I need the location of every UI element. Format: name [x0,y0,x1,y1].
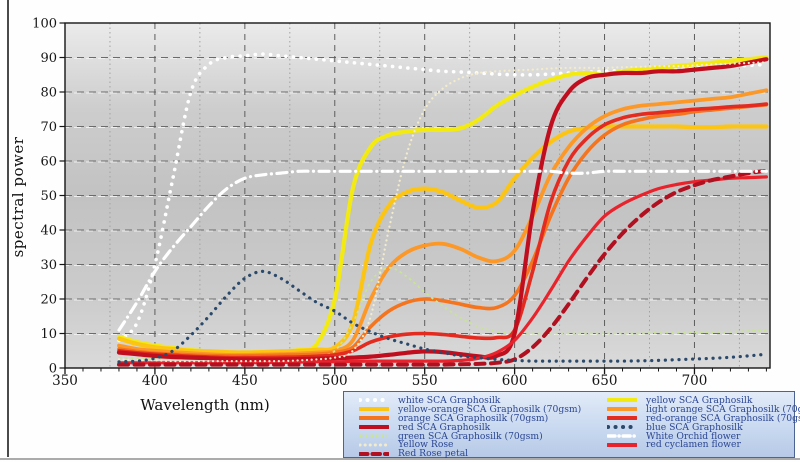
y-tick-label: 10 [40,327,57,342]
y-tick-label: 70 [40,120,57,135]
legend-column-right: yellow SCA Graphosilk light orange SCA Gr… [607,396,800,455]
legend-swatch-yellow_orange [359,407,389,412]
series-yellow_orange [116,124,769,355]
y-tick-label: 50 [40,189,57,204]
chart-legend: white SCA Graphosilk yellow-orange SCA Gr… [343,391,800,458]
legend-label: yellow-orange SCA Graphosilk (70gsm) [398,403,582,415]
legend-swatch-orange [359,416,389,421]
legend-label: Red Rose petal [398,448,469,460]
y-tick-label: 60 [40,155,57,170]
legend-swatch-yellow_rose [359,443,389,447]
y-tick-label: 20 [40,293,57,308]
legend-item-yellow_rose: Yellow Rose [359,439,607,451]
legend-item-white_sca: white SCA Graphosilk [359,396,607,405]
legend-item-red_rose: Red Rose petal [359,449,607,458]
legend-label: red SCA Graphosilk [398,421,491,433]
legend-label: green SCA Graphosilk (70gsm) [398,430,543,442]
chart-canvas: 0 10 20 30 40 50 60 70 80 90 100 350 400 450 500 550 600… [32,17,771,389]
legend-swatch-green_sca [360,434,388,438]
legend-item-yellow_orange: yellow-orange SCA Graphosilk (70gsm) [359,405,607,414]
y-axis-title: spectral power [9,136,27,258]
image-bottom-border [0,458,800,460]
legend-label: red-orange SCA Graphosilk (70gsm) [646,412,800,424]
legend-item-red_orange: red-orange SCA Graphosilk (70gsm) [607,414,800,423]
legend-item-green_sca: green SCA Graphosilk (70gsm) [359,430,607,442]
series-red_rose [117,168,769,367]
legend-swatch-white_sca [359,398,389,403]
y-tick-label: 30 [40,258,57,273]
y-tick-label: 40 [40,224,57,239]
legend-item-red_sca: red SCA Graphosilk [359,423,607,432]
series-white_orchid [117,169,768,332]
x-tick-label: 600 [502,373,528,389]
x-tick-label: 500 [322,373,348,389]
legend-column-left: white SCA Graphosilk yellow-orange SCA Gr… [359,396,607,458]
legend-swatch-blue_sca [607,425,637,430]
legend-swatch-red_rose [359,451,389,456]
series-blue_sca [117,269,768,364]
legend-item-yellow_sca: yellow SCA Graphosilk [607,396,791,405]
y-tick-label: 0 [49,362,57,377]
legend-label: red cyclamen flower [646,439,741,451]
x-tick-label: 700 [682,373,708,389]
x-tick-label: 650 [592,373,618,389]
x-tick-label: 450 [232,373,258,389]
legend-item-light_orange: light orange SCA Graphosilk (70gsm) [607,405,800,414]
legend-item-orange: orange SCA Graphosilk (70gsm) [359,414,607,423]
legend-label: blue SCA Graphosilk [646,421,743,433]
x-tick-label: 550 [412,373,438,389]
legend-swatch-red_sca [359,425,389,430]
legend-label: white SCA Graphosilk [398,394,501,406]
y-tick-label: 90 [40,51,57,66]
legend-item-white_orchid: White Orchid flower [607,430,791,442]
x-tick-label: 400 [142,373,168,389]
legend-swatch-yellow_sca [607,398,637,403]
legend-swatch-white_orchid [607,434,637,438]
legend-item-blue_sca: blue SCA Graphosilk [607,423,791,432]
series-lines [116,52,769,367]
spectral-power-chart: 0 10 20 30 40 50 60 70 80 90 100 350 400 450 500 550 600… [32,17,771,389]
legend-label: Yellow Rose [398,439,454,451]
legend-swatch-cyclamen [607,442,637,447]
legend-swatch-red_orange [607,416,637,421]
y-tick-label: 100 [32,17,57,32]
x-tick-label: 350 [52,373,78,389]
legend-item-cyclamen: red cyclamen flower [607,439,791,451]
y-tick-label: 80 [40,86,57,101]
legend-label: light orange SCA Graphosilk (70gsm) [646,403,800,415]
x-axis-title: Wavelength (nm) [140,396,270,414]
axes: 0 10 20 30 40 50 60 70 80 90 100 350 400 450 500 550 600… [32,17,767,389]
series-yellow_rose [117,61,768,363]
legend-label: White Orchid flower [646,430,741,442]
legend-label: yellow SCA Graphosilk [646,394,753,406]
image-left-border [7,0,9,457]
legend-swatch-light_orange [607,407,637,412]
legend-label: orange SCA Graphosilk (70gsm) [398,412,549,424]
